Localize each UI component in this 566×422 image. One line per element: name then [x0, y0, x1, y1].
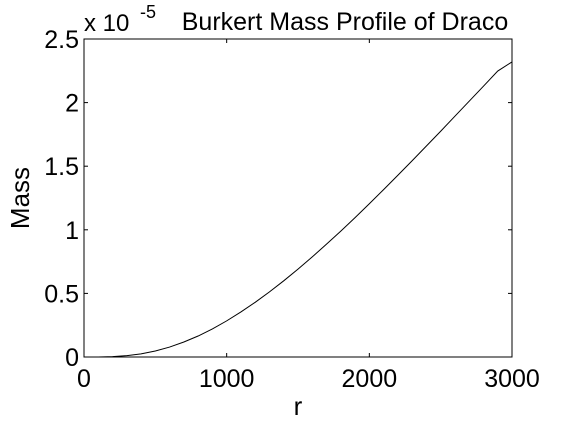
chart-title: Burkert Mass Profile of Draco — [182, 8, 509, 36]
y-tick-label: 1.5 — [44, 153, 79, 181]
x-axis: 0 1000 2000 3000 — [77, 39, 540, 393]
x-tick-label: 0 — [77, 365, 91, 393]
y-tick-label: 1 — [65, 217, 79, 245]
y-tick-label: 2.5 — [44, 26, 79, 54]
series-group — [83, 61, 513, 358]
y-tick-label: 0.5 — [44, 280, 79, 308]
y-axis: 0 0.5 1 1.5 2 2.5 — [44, 26, 512, 372]
x-axis-label: r — [294, 391, 303, 421]
series-line — [83, 61, 513, 358]
y-tick-label: 2 — [65, 90, 79, 118]
x-tick-label: 2000 — [342, 365, 398, 393]
x-tick-label: 3000 — [484, 365, 540, 393]
y-axis-label: Mass — [5, 167, 35, 229]
y-exponent-label: x 10 — [84, 10, 129, 37]
plot-area — [83, 38, 513, 358]
x-tick-label: 1000 — [199, 365, 255, 393]
y-exponent-power: -5 — [140, 2, 156, 22]
y-tick-label: 0 — [65, 344, 79, 372]
